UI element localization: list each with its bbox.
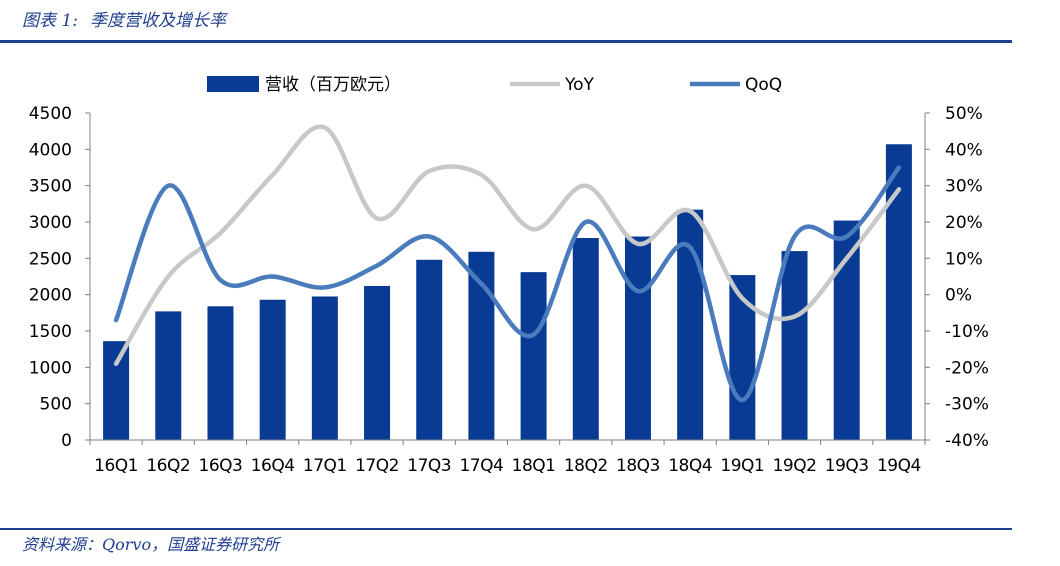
bar-17Q4 — [468, 251, 495, 440]
left-tick-label: 4000 — [29, 140, 72, 160]
bar-16Q4 — [259, 299, 286, 440]
x-tick-label: 19Q4 — [877, 456, 921, 476]
left-tick-label: 500 — [40, 395, 72, 415]
x-tick-label: 17Q3 — [407, 456, 451, 476]
x-tick-label: 16Q4 — [251, 456, 295, 476]
legend-label-revenue: 营收（百万欧元） — [265, 75, 401, 95]
qoq-line — [113, 165, 902, 403]
left-tick-label: 3500 — [29, 177, 72, 197]
right-tick-label: 20% — [945, 213, 983, 233]
right-tick-label: 40% — [945, 140, 983, 160]
x-tick-label: 17Q2 — [355, 456, 399, 476]
x-tick-label: 19Q1 — [720, 456, 764, 476]
axes: 0 500 1000 1500 2000 2500 3000 3500 4000 4500 -40%… — [29, 104, 989, 476]
right-tick-label: 50% — [945, 104, 983, 124]
left-tick-label: 0 — [61, 431, 72, 451]
bar-18Q3 — [624, 236, 651, 440]
yoy-line — [113, 124, 902, 366]
bar-17Q2 — [364, 285, 391, 440]
bottom-rule — [0, 528, 1012, 530]
left-tick-label: 2500 — [29, 249, 72, 269]
bar-17Q3 — [416, 259, 443, 440]
bar-19Q2 — [781, 251, 808, 440]
x-tick-label: 19Q2 — [773, 456, 817, 476]
x-tick-label: 18Q2 — [564, 456, 608, 476]
bar-16Q1 — [103, 341, 130, 440]
right-tick-label: -30% — [945, 395, 989, 415]
right-tick-label: -20% — [945, 358, 989, 378]
legend: 营收（百万欧元） YoY QoQ — [207, 75, 782, 95]
right-tick-label: -10% — [945, 322, 989, 342]
x-tick-label: 18Q4 — [668, 456, 712, 476]
right-tick-label: 10% — [945, 249, 983, 269]
left-tick-label: 1500 — [29, 322, 72, 342]
right-tick-label: -40% — [945, 431, 989, 451]
left-tick-label: 2000 — [29, 286, 72, 306]
bar-17Q1 — [311, 296, 338, 440]
line-series — [113, 124, 902, 403]
left-tick-label: 3000 — [29, 213, 72, 233]
bar-16Q2 — [155, 311, 182, 440]
bar-19Q1 — [729, 275, 756, 440]
x-tick-label: 18Q1 — [512, 456, 556, 476]
right-tick-label: 0% — [945, 286, 972, 306]
bar-19Q4 — [885, 144, 912, 440]
legend-label-yoy: YoY — [564, 75, 595, 95]
bar-series — [103, 144, 912, 440]
x-tick-label: 18Q3 — [616, 456, 660, 476]
bar-18Q1 — [520, 272, 547, 440]
x-tick-label: 16Q2 — [146, 456, 190, 476]
figure-caption: 图表 1: 季度营收及增长率 — [22, 6, 226, 32]
legend-label-qoq: QoQ — [745, 75, 782, 95]
source-note: 资料来源：Qorvo，国盛证券研究所 — [22, 535, 280, 554]
bar-16Q3 — [207, 306, 234, 440]
x-tick-label: 17Q1 — [303, 456, 347, 476]
x-tick-label: 16Q3 — [199, 456, 243, 476]
x-tick-label: 17Q4 — [459, 456, 503, 476]
x-tick-label: 16Q1 — [94, 456, 138, 476]
left-tick-label: 4500 — [29, 104, 72, 124]
left-tick-label: 1000 — [29, 358, 72, 378]
right-tick-label: 30% — [945, 177, 983, 197]
bar-18Q2 — [572, 237, 599, 440]
x-tick-label: 19Q3 — [825, 456, 869, 476]
legend-swatch-revenue — [207, 76, 259, 92]
bar-19Q3 — [833, 220, 860, 440]
figure-number: 图表 1: — [22, 11, 78, 31]
top-rule — [0, 40, 1012, 43]
figure-title: 季度营收及增长率 — [89, 11, 226, 31]
